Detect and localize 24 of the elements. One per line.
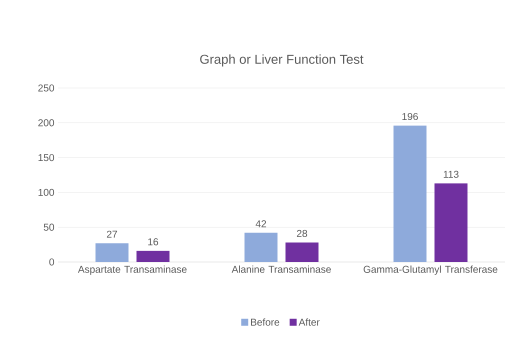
y-tick-label: 50 xyxy=(44,224,54,231)
bar xyxy=(96,243,128,262)
data-label: 196 xyxy=(402,112,418,120)
data-label: 113 xyxy=(444,170,459,178)
bar xyxy=(244,232,278,262)
data-label: 42 xyxy=(256,220,266,228)
y-tick-label: 250 xyxy=(38,84,54,92)
x-tick-label: Alanine Transaminase xyxy=(232,266,331,273)
y-tick-label: 0 xyxy=(49,258,54,266)
y-tick-label: 200 xyxy=(38,119,54,126)
x-tick-label: Aspartate Transaminase xyxy=(78,266,187,275)
bar xyxy=(394,126,426,262)
y-tick-label: 100 xyxy=(38,188,54,196)
data-label: 27 xyxy=(106,230,118,238)
bar xyxy=(136,250,170,262)
legend-label: Before xyxy=(251,318,280,326)
x-tick-label: Gamma-Glutamyl Transferase xyxy=(364,266,498,275)
bar xyxy=(286,242,318,262)
y-tick-label: 150 xyxy=(38,154,54,162)
legend-label: After xyxy=(298,318,320,326)
bar xyxy=(434,183,468,262)
data-label: 28 xyxy=(296,230,308,237)
data-label: 16 xyxy=(148,238,158,246)
chart-title: Graph or Liver Function Test xyxy=(200,54,364,66)
